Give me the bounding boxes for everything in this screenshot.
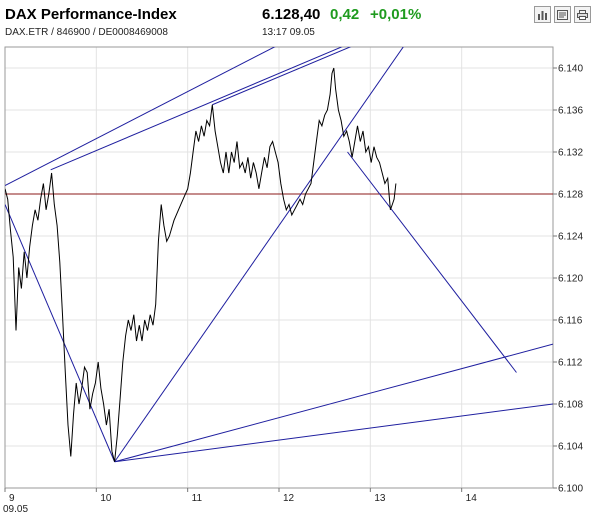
trend-line [114, 343, 553, 463]
y-tick-label: 6.120 [558, 274, 583, 285]
trend-line [50, 47, 343, 171]
x-tick-label: 13 [374, 493, 386, 504]
chart-header: DAX Performance-Index 6.128,40 0,42 +0,0… [0, 0, 597, 44]
instrument-identifiers: DAX.ETR / 846900 / DE0008469008 [5, 27, 168, 38]
print-icon[interactable] [574, 6, 591, 23]
y-tick-label: 6.136 [558, 106, 583, 117]
trend-line [114, 47, 404, 463]
x-tick-label: 12 [283, 493, 295, 504]
x-tick-sublabel: 09.05 [3, 504, 28, 515]
x-tick-label: 10 [100, 493, 112, 504]
y-tick-label: 6.128 [558, 190, 583, 201]
index-title: DAX Performance-Index [5, 6, 177, 23]
price-change-percent: +0,01% [370, 6, 422, 23]
toolbar-icons [534, 6, 591, 23]
x-tick-label: 14 [466, 493, 478, 504]
price-change: 0,42 [330, 6, 360, 23]
y-tick-label: 6.116 [558, 316, 583, 327]
y-tick-label: 6.104 [558, 442, 583, 453]
y-tick-label: 6.124 [558, 232, 583, 243]
trend-line [347, 151, 517, 373]
trend-line [5, 204, 116, 462]
y-tick-label: 6.112 [558, 358, 583, 369]
price-series-line [5, 67, 397, 462]
chart-area: 6.100 6.104 6.108 6.112 6.116 6.120 6.124 6.128… [0, 44, 597, 522]
trend-line [212, 47, 352, 106]
trend-line [114, 403, 553, 463]
news-icon[interactable] [554, 6, 571, 23]
index-price: 6.128,40 [262, 6, 321, 23]
bar-chart-icon[interactable] [534, 6, 551, 23]
y-tick-label: 6.100 [558, 484, 583, 495]
trend-line [5, 47, 276, 187]
x-tick-label: 9 [9, 493, 15, 504]
price-chart: 6.100 6.104 6.108 6.112 6.116 6.120 6.124 6.128… [3, 46, 583, 515]
y-tick-label: 6.132 [558, 148, 583, 159]
y-tick-label: 6.108 [558, 400, 583, 411]
y-tick-label: 6.140 [558, 64, 583, 75]
x-tick-label: 11 [192, 493, 203, 504]
quote-time: 13:17 09.05 [262, 27, 315, 38]
